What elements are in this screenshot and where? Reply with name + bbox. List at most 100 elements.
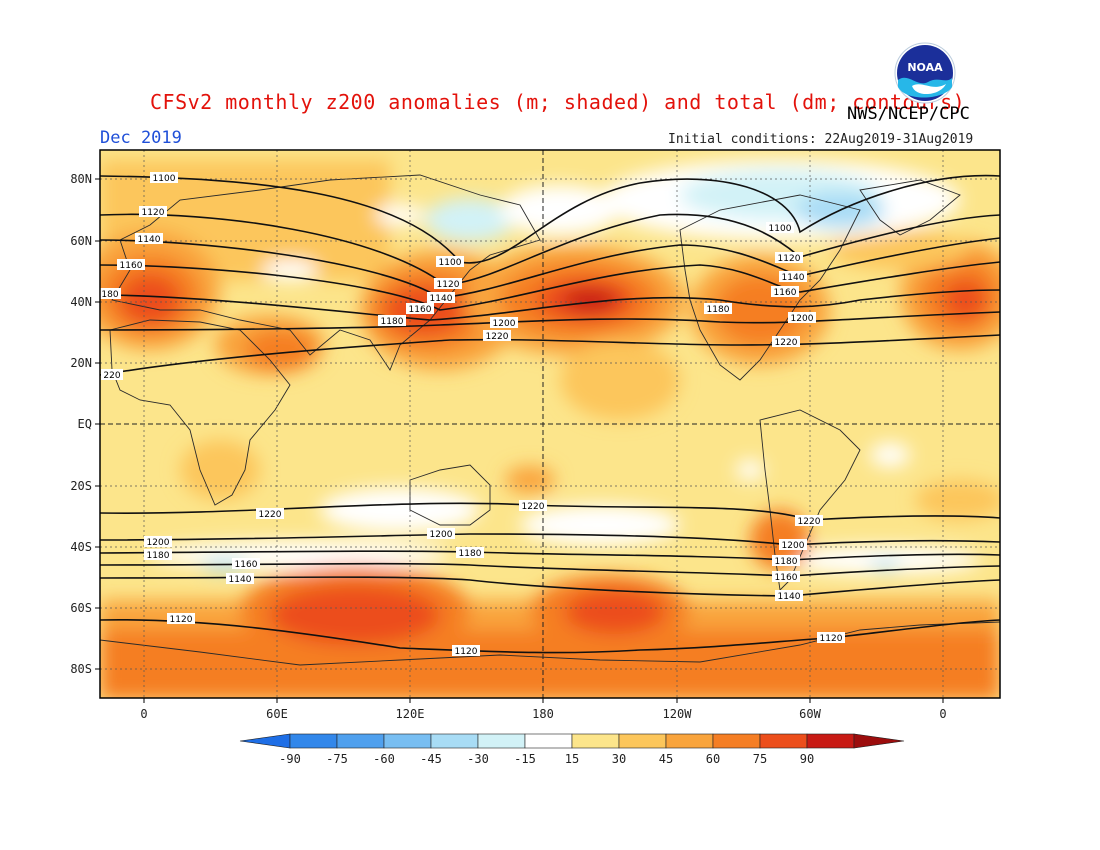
contour-label: 1140: [782, 273, 805, 283]
contour-1220-sh: [100, 502, 1000, 521]
contour-label: 1140: [430, 294, 453, 304]
contour-label: 1160: [409, 305, 432, 315]
contour-label: 220: [103, 371, 120, 381]
australia-outline: [409, 464, 491, 526]
contour-1120-sh: [100, 619, 1000, 654]
colorbar-tick-label: 30: [612, 752, 626, 766]
contour-label: 1160: [775, 573, 798, 583]
colorbar-tick-label: -75: [326, 752, 348, 766]
colorbar: -90 -75 -60 -45 -30 -15 15 30 45 60 75 90: [239, 733, 905, 766]
lat-tick-label: 60N: [70, 234, 92, 248]
equator-dateline: [100, 150, 1000, 698]
colorbar-swatch: [806, 733, 855, 749]
contour-label: 1160: [120, 261, 143, 271]
colorbar-tick-label: -45: [420, 752, 442, 766]
colorbar-swatch: [336, 733, 385, 749]
antarctica-outline: [100, 621, 1000, 666]
contour-label: 180: [101, 290, 118, 300]
contour-label: 1200: [430, 530, 453, 540]
lat-tick-label: 80S: [70, 662, 92, 676]
colorbar-swatch: [712, 733, 761, 749]
eurasia-outline: [111, 174, 541, 371]
colorbar-tick-label: 75: [753, 752, 767, 766]
contour-label: 1100: [439, 258, 462, 268]
contour-label: 1180: [381, 317, 404, 327]
contour-label: 1120: [142, 208, 165, 218]
contour-label: 1200: [782, 541, 805, 551]
contour-label: 1120: [170, 615, 193, 625]
lat-tick-label: EQ: [78, 417, 92, 431]
colorbar-swatch: [618, 733, 667, 749]
figure-title: CFSv2 monthly z200 anomalies (m; shaded)…: [150, 90, 966, 114]
contour-label: 1220: [259, 510, 282, 520]
lat-tick-label: 80N: [70, 172, 92, 186]
contour-label: 1120: [778, 254, 801, 264]
contour-label: 1140: [138, 235, 161, 245]
contour-label: 1180: [147, 551, 170, 561]
colorbar-tick-label: -30: [467, 752, 489, 766]
lon-tick-label: 120E: [396, 707, 425, 721]
contour-1140-sh: [100, 576, 1000, 597]
colorbar-tick-label: -60: [373, 752, 395, 766]
colorbar-swatch: [524, 733, 573, 749]
colorbar-swatch: [665, 733, 714, 749]
contour-label: 1180: [775, 557, 798, 567]
colorbar-tick-label: 90: [800, 752, 814, 766]
colorbar-tick-label: 15: [565, 752, 579, 766]
colorbar-swatch: [430, 733, 479, 749]
noaa-logo-icon: NOAA: [894, 42, 956, 104]
greenland-outline: [859, 179, 961, 236]
contour-label: 1200: [493, 319, 516, 329]
lon-tick-label: 0: [939, 707, 946, 721]
lon-tick-label: 60W: [799, 707, 821, 721]
contour-1180-nh: [100, 289, 1000, 321]
contour-1220-nh: [100, 334, 1000, 376]
colorbar-swatch: [477, 733, 526, 749]
contour-label: 1160: [774, 288, 797, 298]
colorbar-tick-label: -90: [279, 752, 301, 766]
colorbar-swatch: [289, 733, 338, 749]
longitude-axis: 0 60E 120E 180 120W 60W 0: [140, 698, 947, 721]
contour-1200-nh: [100, 311, 1000, 331]
contour-label: 1140: [778, 592, 801, 602]
lon-tick-label: 120W: [663, 707, 693, 721]
contour-1120-nh: [100, 213, 1000, 286]
contour-1100-nh: [100, 174, 1000, 264]
height-contours: [100, 174, 1000, 654]
contour-label: 1100: [769, 224, 792, 234]
north-america-outline: [679, 194, 861, 381]
contour-label: 1160: [235, 560, 258, 570]
lat-tick-label: 60S: [70, 601, 92, 615]
valid-month: Dec 2019: [100, 128, 182, 148]
contour-label: 1200: [147, 538, 170, 548]
contour-label: 1220: [522, 502, 545, 512]
contour-label: 1120: [820, 634, 843, 644]
contour-label: 1180: [459, 549, 482, 559]
lon-tick-label: 60E: [266, 707, 288, 721]
contour-labels: 1100112011401160180120022011001120114011…: [99, 172, 845, 657]
contour-label: 1140: [229, 575, 252, 585]
colorbar-arrow-high: [853, 733, 905, 749]
contour-label: 1220: [486, 332, 509, 342]
contour-1140-nh: [100, 237, 1000, 299]
anomaly-shading: [100, 150, 1000, 698]
colorbar-swatch: [383, 733, 432, 749]
contour-label: 1180: [707, 305, 730, 315]
contour-label: 1100: [153, 174, 176, 184]
colorbar-arrow-low: [239, 733, 291, 749]
colorbar-swatch: [759, 733, 808, 749]
colorbar-tick-label: -15: [514, 752, 536, 766]
latitude-axis: 80N 60N 40N 20N EQ 20S 40S 60S 80S: [70, 172, 100, 676]
lat-tick-label: 20S: [70, 479, 92, 493]
lon-tick-label: 0: [140, 707, 147, 721]
contour-label: 1200: [791, 314, 814, 324]
colorbar-swatch: [571, 733, 620, 749]
logo-text: NOAA: [907, 61, 943, 74]
contour-1180-sh: [100, 550, 1000, 561]
lat-tick-label: 40N: [70, 295, 92, 309]
colorbar-tick-label: 60: [706, 752, 720, 766]
contour-1160-sh: [100, 562, 1000, 577]
initial-conditions: Initial conditions: 22Aug2019-31Aug2019: [668, 132, 974, 147]
contour-label: 1120: [455, 647, 478, 657]
